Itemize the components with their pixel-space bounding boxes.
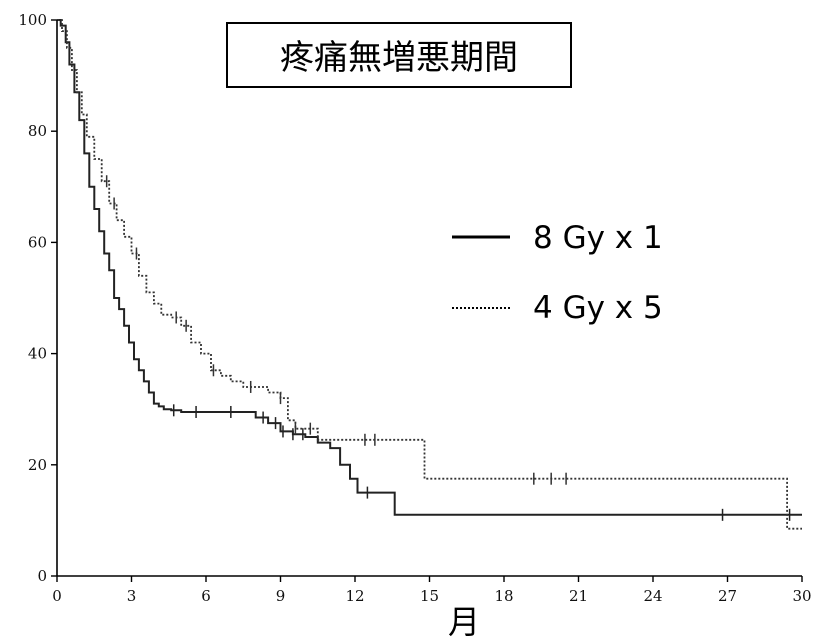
- x-tick-label: 21: [569, 587, 588, 605]
- x-tick-label: 12: [345, 587, 364, 605]
- legend-label-4gy: 4 Gy x 5: [533, 290, 663, 326]
- y-ticks: 0 20 40 60 80 100: [18, 11, 57, 585]
- x-tick-label: 0: [52, 587, 62, 605]
- x-axis-label: 月: [448, 603, 480, 641]
- x-ticks: 0 3 6 9 12 15 18 21 24 27 30: [52, 576, 812, 605]
- x-tick-label: 9: [276, 587, 286, 605]
- series-line-8gy-x1: [57, 19, 802, 516]
- y-tick-label: 60: [28, 233, 47, 251]
- y-tick-label: 0: [37, 567, 47, 585]
- x-tick-label: 6: [201, 587, 211, 605]
- x-tick-label: 18: [494, 587, 513, 605]
- chart-title: 疼痛無増悪期間: [280, 38, 518, 78]
- x-tick-label: 27: [718, 587, 737, 605]
- title-box: [226, 22, 572, 88]
- plot-area: [57, 19, 802, 530]
- y-tick-label: 40: [28, 345, 47, 363]
- legend: 8 Gy x 1 4 Gy x 5: [452, 220, 663, 326]
- y-tick-label: 100: [18, 11, 47, 29]
- x-tick-label: 15: [420, 587, 439, 605]
- x-tick-label: 24: [643, 587, 662, 605]
- y-tick-label: 20: [28, 456, 47, 474]
- series-line-4gy-x5: [57, 19, 802, 530]
- x-tick-label: 3: [127, 587, 137, 605]
- legend-label-8gy: 8 Gy x 1: [533, 220, 663, 256]
- y-tick-label: 80: [28, 122, 47, 140]
- x-tick-label: 30: [792, 587, 811, 605]
